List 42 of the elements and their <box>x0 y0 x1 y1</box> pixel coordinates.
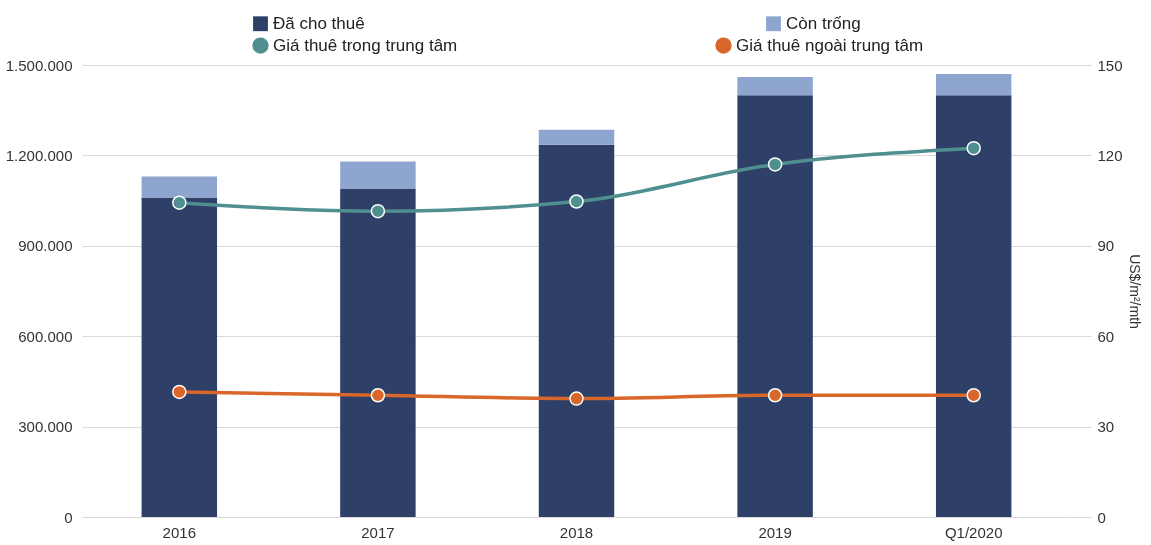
legend-label: Đã cho thuê <box>273 13 365 33</box>
legend-label: Còn trống <box>786 13 861 33</box>
bar <box>141 176 218 198</box>
y2-axis-title: US$/m²/mth <box>1126 254 1143 329</box>
bar <box>935 74 1012 96</box>
point <box>172 384 187 400</box>
legend-label: Giá thuê trong trung tâm <box>273 35 458 55</box>
y-tick-label: 1.500.000 <box>5 56 73 74</box>
y2-tick-label: 60 <box>1097 327 1115 345</box>
x-tick-label: 2016 <box>162 523 196 541</box>
x-tick-label: Q1/2020 <box>944 523 1003 541</box>
bar <box>141 197 218 517</box>
y2-tick-label: 120 <box>1097 146 1123 164</box>
x-tick-label: 2017 <box>361 523 395 541</box>
bar <box>737 95 813 517</box>
point <box>966 140 981 156</box>
x-tick-label: 2019 <box>758 523 792 541</box>
point <box>370 388 386 403</box>
x-tick-label: 2018 <box>559 523 594 541</box>
bar <box>340 161 416 189</box>
bar <box>538 144 615 517</box>
legend-label: Giá thuê ngoài trung tâm <box>736 35 924 55</box>
point <box>569 194 584 209</box>
y2-tick-label: 0 <box>1097 508 1106 526</box>
bar <box>737 77 813 96</box>
y-tick-label: 0 <box>64 508 73 526</box>
y-tick-label: 300.000 <box>18 418 73 436</box>
y2-tick-label: 90 <box>1097 237 1115 255</box>
point <box>767 388 783 403</box>
y-tick-label: 1.200.000 <box>5 146 73 164</box>
point <box>966 388 981 403</box>
y2-tick-label: 150 <box>1097 56 1123 74</box>
point <box>767 157 783 172</box>
y-tick-label: 900.000 <box>18 237 73 255</box>
point <box>172 195 187 210</box>
bar <box>340 188 416 517</box>
point <box>370 203 386 219</box>
bar <box>538 129 615 145</box>
y2-tick-label: 30 <box>1097 418 1115 436</box>
bar <box>935 95 1012 517</box>
y-tick-label: 600.000 <box>18 327 73 345</box>
point <box>569 391 584 406</box>
